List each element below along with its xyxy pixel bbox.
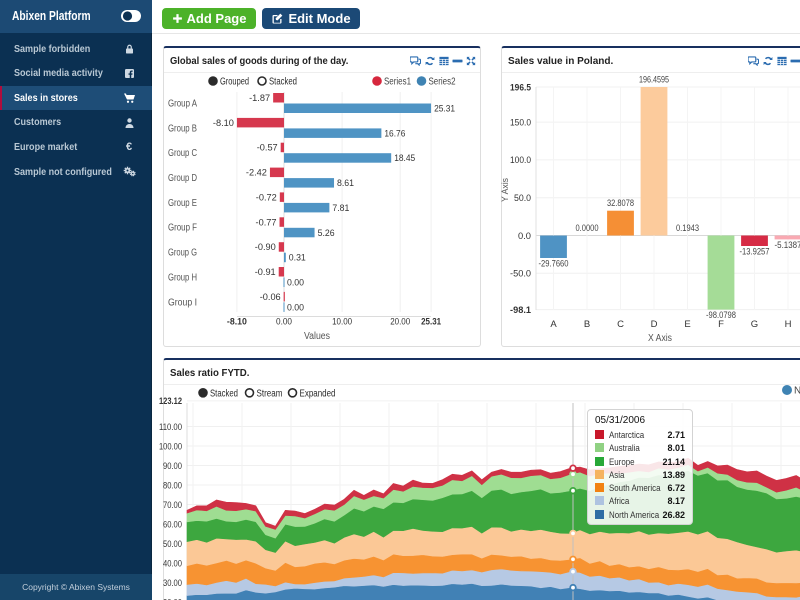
svg-text:-5.1387: -5.1387 <box>775 240 800 251</box>
svg-text:5.26: 5.26 <box>318 228 335 239</box>
svg-text:8.61: 8.61 <box>337 178 354 189</box>
svg-text:-8.10: -8.10 <box>213 118 234 129</box>
svg-text:Group D: Group D <box>168 173 197 184</box>
svg-text:196.5: 196.5 <box>510 82 532 93</box>
svg-text:F: F <box>718 319 724 330</box>
svg-text:Expanded: Expanded <box>300 388 336 399</box>
svg-text:0.00: 0.00 <box>287 302 304 313</box>
svg-text:Series1: Series1 <box>384 77 411 88</box>
svg-text:30.00: 30.00 <box>163 578 182 589</box>
svg-text:10.00: 10.00 <box>332 317 352 328</box>
svg-text:7.81: 7.81 <box>332 203 349 214</box>
svg-text:Group E: Group E <box>168 198 197 209</box>
svg-text:Series2: Series2 <box>429 77 456 88</box>
svg-text:25.31: 25.31 <box>421 317 442 328</box>
svg-text:Group I: Group I <box>168 297 197 308</box>
svg-text:-0.57: -0.57 <box>257 143 278 154</box>
svg-text:Group G: Group G <box>168 248 197 259</box>
svg-text:32.8078: 32.8078 <box>607 198 634 209</box>
svg-text:196.4595: 196.4595 <box>639 75 669 86</box>
svg-text:0.0000: 0.0000 <box>576 223 599 234</box>
svg-text:100.00: 100.00 <box>159 441 182 452</box>
svg-text:150.0: 150.0 <box>510 117 531 128</box>
svg-text:B: B <box>584 319 590 330</box>
svg-text:-98.1: -98.1 <box>510 305 532 316</box>
svg-text:0.31: 0.31 <box>289 253 306 264</box>
svg-text:70.00: 70.00 <box>163 500 182 511</box>
svg-text:Values: Values <box>304 331 330 342</box>
svg-text:50.00: 50.00 <box>163 539 182 550</box>
svg-text:E: E <box>684 319 690 330</box>
svg-text:0.00: 0.00 <box>276 317 292 328</box>
svg-text:16.76: 16.76 <box>384 128 405 139</box>
svg-text:Y Axis: Y Axis <box>501 178 511 202</box>
svg-text:Group A: Group A <box>168 98 197 109</box>
svg-text:90.00: 90.00 <box>163 461 182 472</box>
svg-text:0.0: 0.0 <box>518 231 531 242</box>
svg-text:-2.42: -2.42 <box>246 168 267 179</box>
svg-text:H: H <box>785 319 792 330</box>
svg-text:N: N <box>794 386 800 397</box>
svg-text:18.45: 18.45 <box>394 153 415 164</box>
svg-text:-0.91: -0.91 <box>255 267 276 278</box>
svg-text:-0.90: -0.90 <box>255 242 276 253</box>
svg-text:-8.10: -8.10 <box>227 317 247 328</box>
svg-text:40.00: 40.00 <box>163 558 182 569</box>
svg-text:0.1943: 0.1943 <box>676 223 699 234</box>
svg-text:D: D <box>651 319 658 330</box>
svg-text:123.12: 123.12 <box>159 396 182 407</box>
svg-text:-1.87: -1.87 <box>249 93 270 104</box>
svg-text:C: C <box>617 319 624 330</box>
svg-text:-0.72: -0.72 <box>256 192 277 203</box>
svg-text:20.00: 20.00 <box>163 597 182 600</box>
svg-text:Group H: Group H <box>168 272 197 283</box>
svg-text:-0.77: -0.77 <box>256 217 277 228</box>
svg-text:-29.7660: -29.7660 <box>539 259 569 270</box>
svg-text:-98.0798: -98.0798 <box>706 310 736 321</box>
svg-text:Stream: Stream <box>257 388 283 399</box>
svg-text:Group F: Group F <box>168 223 197 234</box>
svg-text:25.31: 25.31 <box>434 104 455 115</box>
svg-text:60.00: 60.00 <box>163 519 182 530</box>
svg-text:20.00: 20.00 <box>390 317 410 328</box>
svg-text:110.00: 110.00 <box>159 422 182 433</box>
svg-text:A: A <box>550 319 557 330</box>
svg-text:Group C: Group C <box>168 148 197 159</box>
svg-text:0.00: 0.00 <box>287 278 304 289</box>
svg-text:Stacked: Stacked <box>269 77 297 88</box>
svg-text:80.00: 80.00 <box>163 480 182 491</box>
svg-text:Grouped: Grouped <box>220 77 249 88</box>
svg-text:G: G <box>751 319 758 330</box>
svg-text:Group B: Group B <box>168 123 197 134</box>
svg-text:Stacked: Stacked <box>210 388 238 399</box>
svg-text:-0.06: -0.06 <box>260 292 281 303</box>
svg-text:X Axis: X Axis <box>648 333 672 344</box>
svg-text:-50.0: -50.0 <box>510 269 531 280</box>
svg-text:100.0: 100.0 <box>510 155 531 166</box>
svg-text:50.0: 50.0 <box>514 193 531 204</box>
svg-text:-13.9257: -13.9257 <box>740 247 770 258</box>
